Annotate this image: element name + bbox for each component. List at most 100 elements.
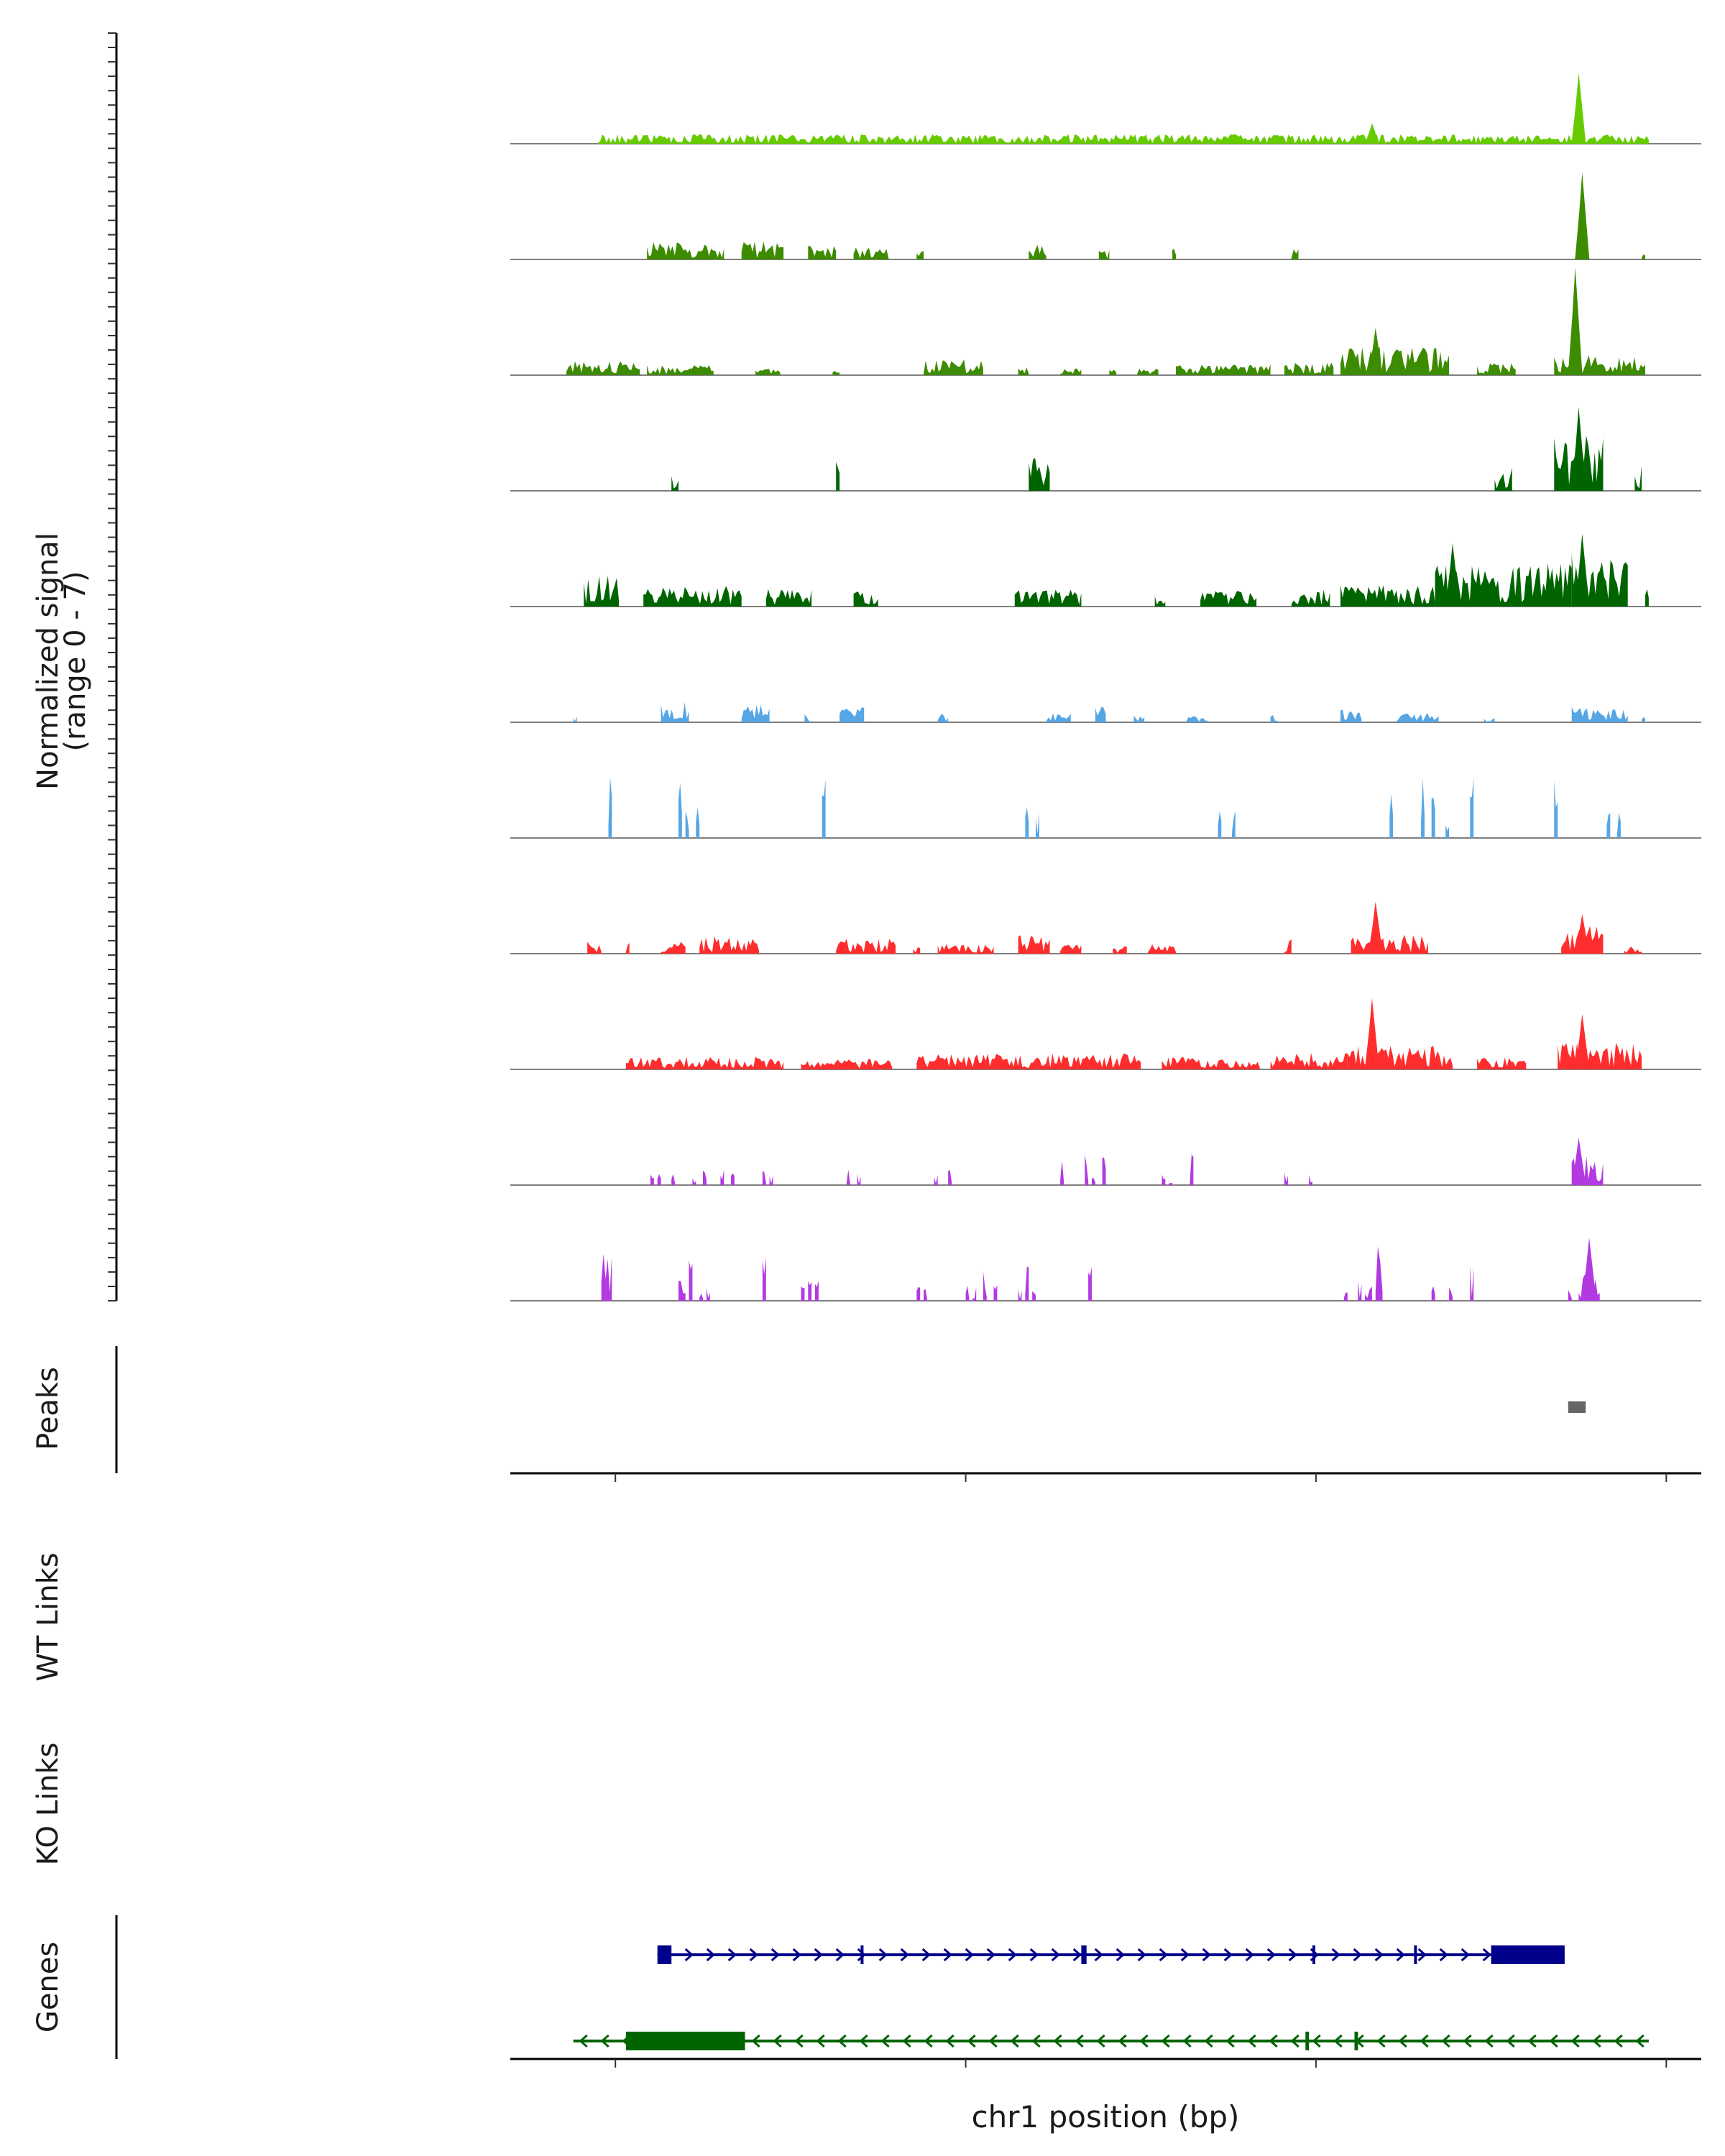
x-axis-title: chr1 position (bp) — [972, 2099, 1240, 2134]
signal-segment-1 — [647, 365, 714, 375]
strand-arrow — [1247, 2034, 1256, 2048]
strand-arrow — [1460, 1948, 1470, 1962]
signal-segment-26 — [1568, 1289, 1572, 1301]
signal-segment-9 — [916, 1286, 921, 1301]
strand-arrow — [1290, 2034, 1300, 2048]
strand-arrow — [880, 2034, 890, 2048]
signal-y-axis — [108, 32, 118, 1302]
strand-arrow — [1463, 2034, 1472, 2048]
signal-segment-6 — [731, 1173, 735, 1185]
signal-segment-9 — [1176, 364, 1271, 375]
signal-segment-0 — [566, 361, 640, 375]
signal-segment-2 — [765, 589, 812, 607]
signal-segment-5 — [1347, 1046, 1453, 1069]
strand-arrow — [1223, 1948, 1233, 1962]
signal-segment-3 — [853, 247, 889, 259]
signal-segment-10 — [924, 1289, 927, 1301]
strand-arrow — [945, 2034, 954, 2048]
signal-segment-5 — [1018, 367, 1029, 375]
signal-segment-9 — [1186, 716, 1208, 722]
strand-arrow — [1204, 2034, 1213, 2048]
signal-segment-15 — [1092, 1178, 1095, 1185]
signal-segment-1 — [678, 783, 682, 838]
signal-segment-6 — [1036, 813, 1039, 838]
strand-arrow — [706, 1948, 715, 1962]
signal-peak-0 — [1571, 1138, 1586, 1185]
signal-segment-7 — [808, 1281, 812, 1301]
genes-track — [573, 1945, 1649, 2050]
strand-arrow — [579, 2034, 588, 2048]
strand-arrow — [837, 2034, 847, 2048]
strand-arrow — [900, 1948, 909, 1962]
signal-segment-4 — [916, 251, 924, 259]
signal-segment-2 — [1029, 458, 1050, 491]
signal-segment-7 — [762, 1171, 766, 1185]
signal-segment-2 — [671, 1174, 676, 1185]
strand-arrow — [1051, 1948, 1060, 1962]
signal-segment-9 — [846, 1169, 850, 1185]
signal-segment-8 — [1133, 715, 1145, 722]
signal-peak-1 — [1575, 1014, 1590, 1069]
strand-arrow — [792, 1948, 801, 1962]
signal-segment-2 — [755, 369, 781, 375]
signal-segment-9 — [1113, 946, 1127, 954]
track-3 — [510, 407, 1701, 492]
signal-segment-11 — [965, 1286, 970, 1301]
exon-2 — [1354, 2032, 1358, 2050]
signal-segment-15 — [1642, 717, 1645, 722]
signal-segment-5 — [1025, 807, 1029, 838]
signal-segment-11 — [1340, 346, 1450, 375]
signal-segment-3 — [692, 1178, 696, 1185]
signal-segment-15 — [1606, 814, 1611, 838]
track-10 — [510, 1238, 1701, 1302]
strand-arrow — [1139, 2034, 1149, 2048]
strand-arrow — [1096, 2034, 1105, 2048]
signal-segment-10 — [1284, 362, 1334, 375]
signal-segment-1 — [741, 241, 784, 259]
signal-segment-0 — [647, 242, 724, 259]
strand-arrow — [727, 1948, 737, 1962]
peaks-track — [1568, 1401, 1586, 1413]
signal-segment-6 — [1046, 713, 1071, 722]
track-0 — [510, 73, 1701, 144]
signal-segment-3 — [699, 936, 759, 954]
strand-arrow — [943, 1948, 952, 1962]
strand-arrow — [1266, 1948, 1276, 1962]
peak-region-0 — [1568, 1401, 1586, 1413]
signal-segment-0 — [584, 576, 620, 607]
signal-segment-14 — [1571, 706, 1628, 722]
strand-arrow — [857, 1948, 866, 1962]
strand-arrow — [835, 1948, 845, 1962]
signal-segment-1 — [625, 943, 630, 954]
strand-arrow — [1245, 1948, 1254, 1962]
signal-segment-0 — [601, 1253, 612, 1301]
signal-segment-1 — [836, 461, 840, 491]
signal-segment-0 — [608, 777, 612, 838]
track-6 — [510, 777, 1701, 839]
signal-segment-4 — [836, 939, 896, 954]
exon-1 — [860, 1945, 864, 1964]
signal-segment-4 — [706, 1288, 710, 1301]
gene-0 — [657, 1945, 1565, 1964]
strand-arrow — [988, 2034, 998, 2048]
strand-arrow — [1118, 2034, 1127, 2048]
signal-segment-16 — [1617, 813, 1621, 838]
strand-arrow — [1353, 1948, 1362, 1962]
signal-segment-14 — [993, 1285, 998, 1301]
strand-arrow — [924, 2034, 933, 2048]
strand-arrow — [859, 2034, 868, 2048]
signal-segment-5 — [913, 947, 921, 954]
signal-segment-12 — [1445, 824, 1450, 838]
signal-segment-6 — [1098, 250, 1110, 259]
signal-segment-7 — [1172, 249, 1176, 259]
signal-peak-1 — [1568, 267, 1583, 375]
strand-arrow — [1333, 2034, 1343, 2048]
track-8 — [510, 998, 1701, 1070]
strand-arrow — [1420, 2034, 1429, 2048]
signal-segment-17 — [1032, 1291, 1036, 1301]
signal-segment-14 — [1554, 780, 1558, 838]
strand-arrow — [816, 2034, 825, 2048]
signal-segment-12 — [1477, 363, 1516, 375]
signal-segment-8 — [815, 1281, 819, 1301]
signal-tracks — [510, 73, 1701, 1302]
